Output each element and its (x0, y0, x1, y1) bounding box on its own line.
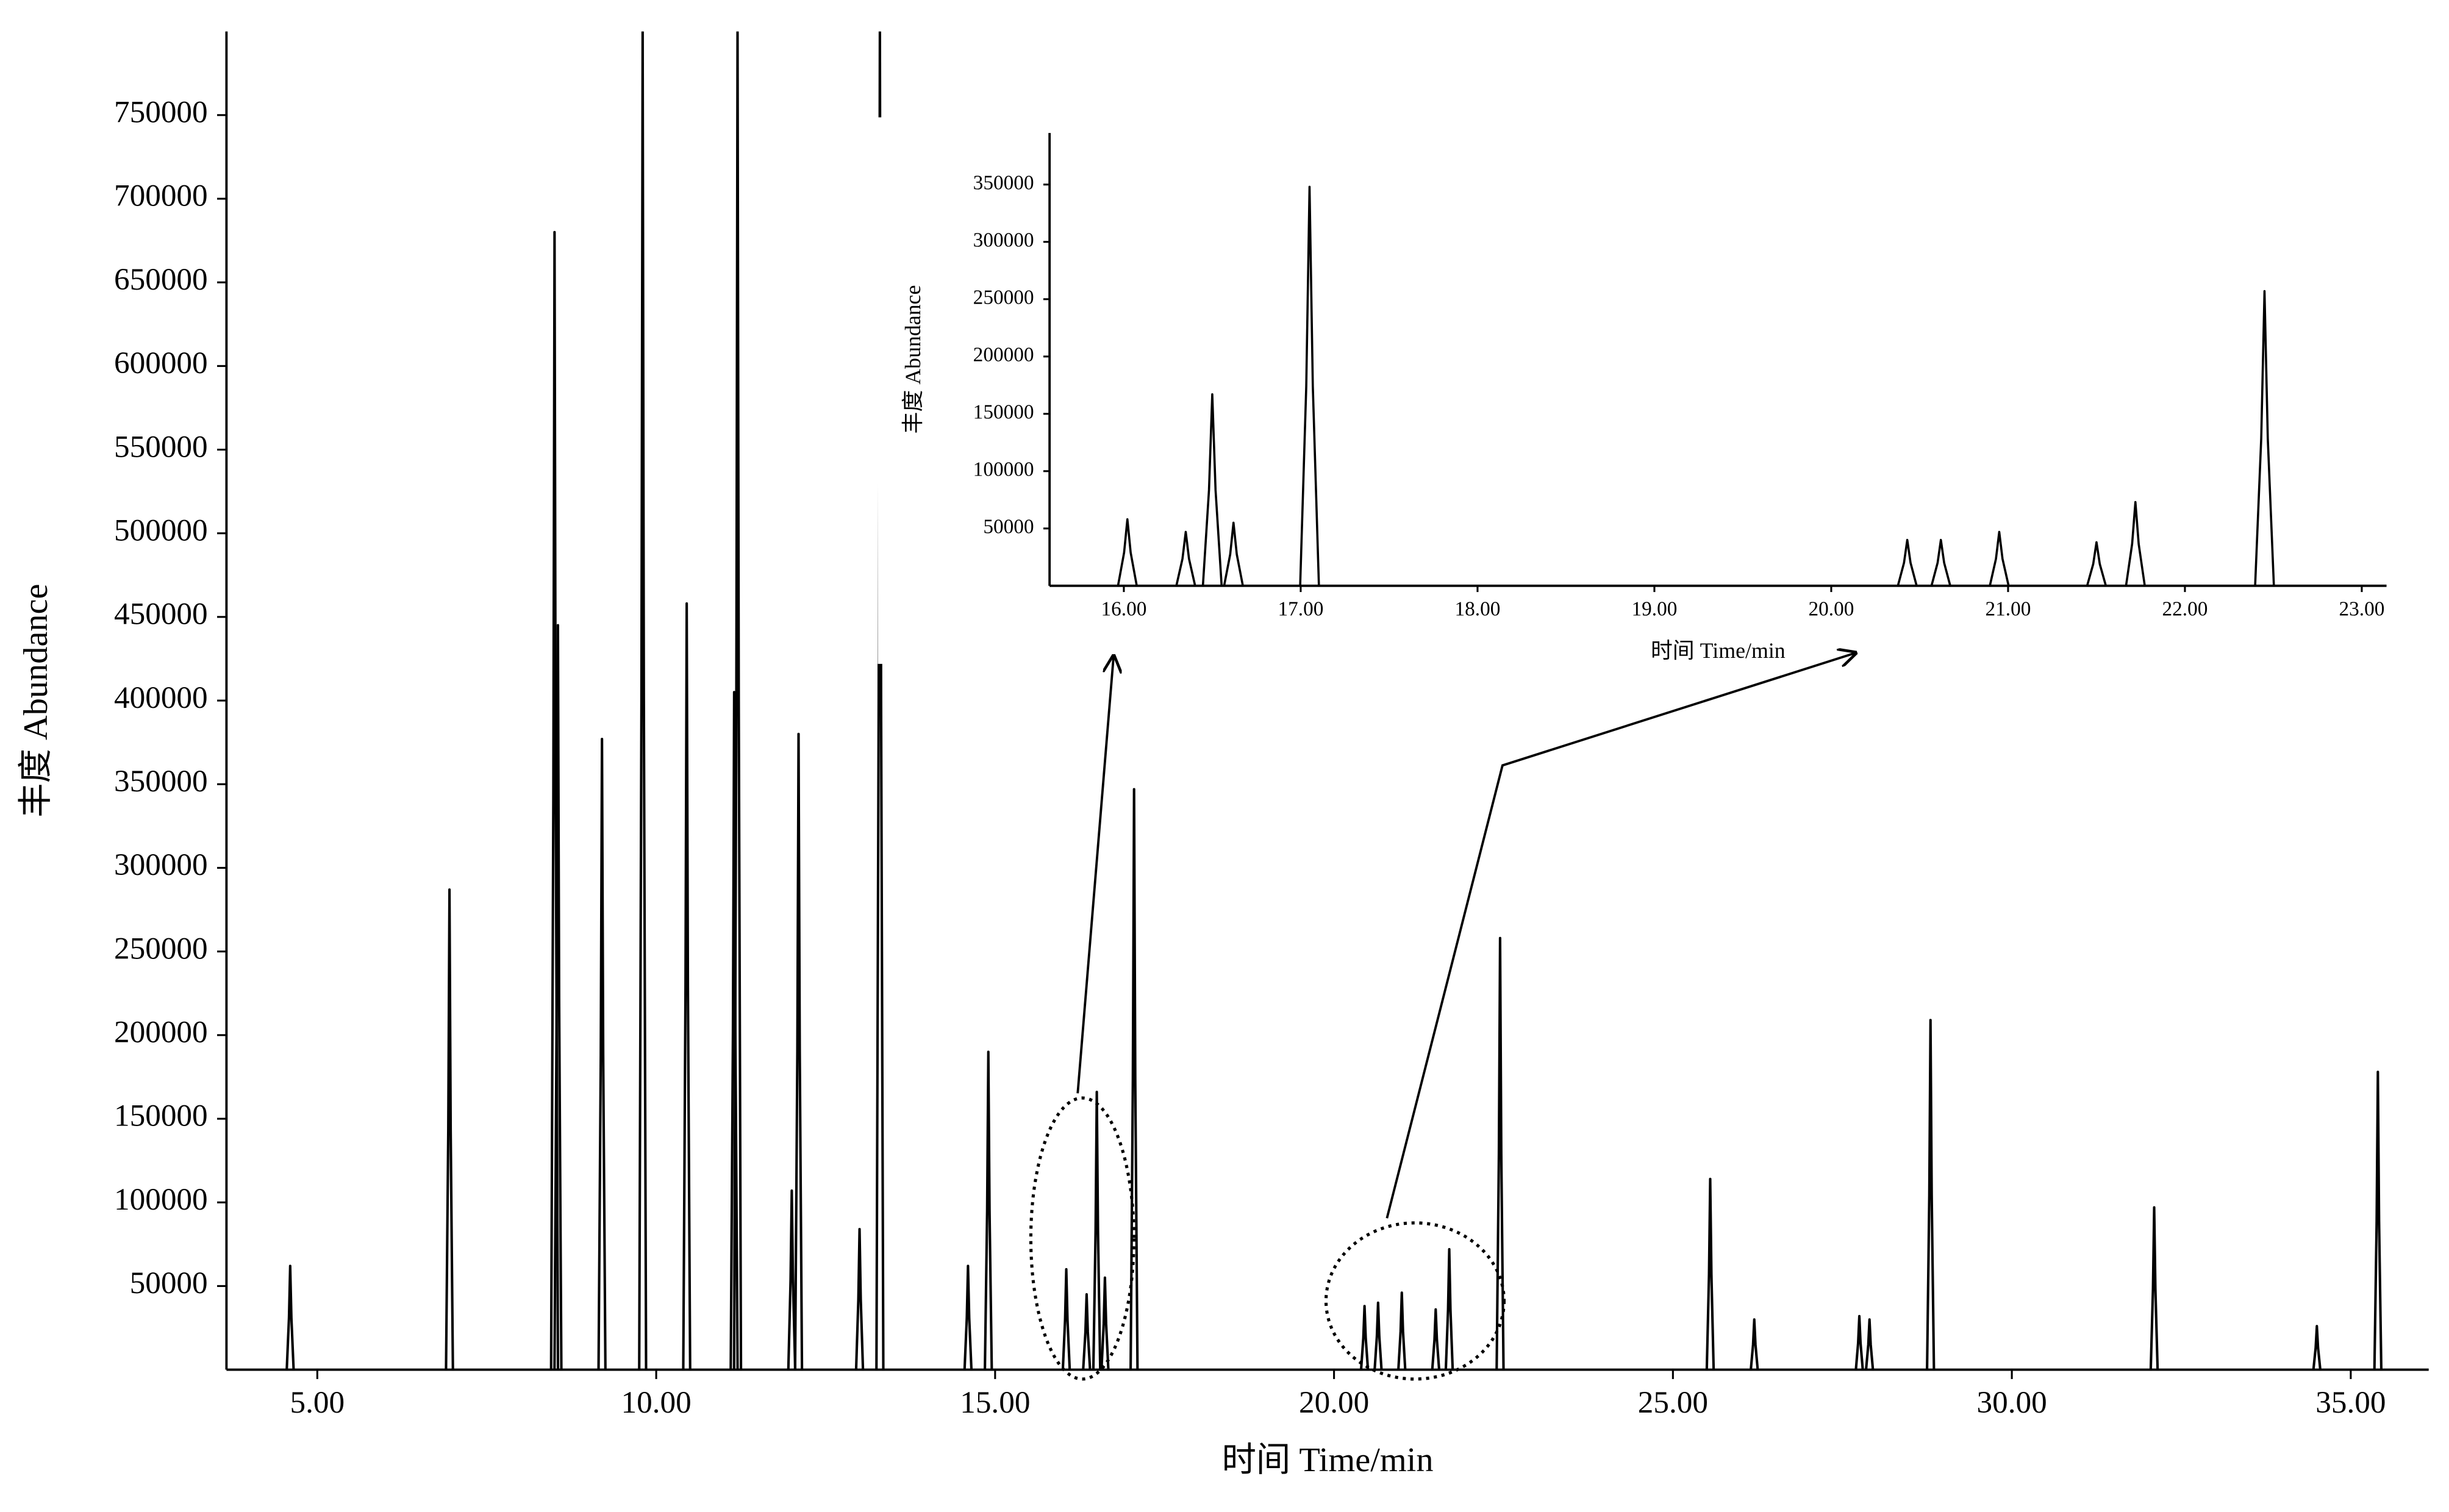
y-tick-label: 650000 (114, 262, 208, 297)
peak (1201, 393, 1223, 586)
peaks (1117, 185, 2275, 586)
y-tick-label: 400000 (114, 680, 208, 715)
peak (2254, 290, 2275, 586)
peak (1092, 1091, 1102, 1370)
y-tick-label: 550000 (114, 429, 208, 464)
peak (2312, 1325, 2322, 1370)
peak (1854, 1314, 1864, 1370)
y-tick-label: 100000 (973, 458, 1034, 480)
y-tick-label: 750000 (114, 95, 208, 130)
peak (2373, 1071, 2383, 1370)
peak (285, 1264, 295, 1370)
y-tick-label: 50000 (130, 1266, 208, 1300)
y-axis-title: 丰度 Abundance (17, 583, 55, 817)
x-tick-label: 22.00 (2162, 597, 2208, 620)
peak (963, 1264, 973, 1370)
y-tick-label: 600000 (114, 346, 208, 380)
peak (854, 1228, 865, 1370)
peak (1175, 530, 1196, 586)
y-tick-label: 450000 (114, 597, 208, 632)
peak (1865, 1318, 1875, 1370)
peak (1359, 1305, 1370, 1370)
y-tick-label: 200000 (973, 343, 1034, 366)
x-tick-label: 35.00 (2315, 1385, 2386, 1420)
peak (1082, 1293, 1092, 1370)
highlight-ellipse (1029, 1096, 1136, 1381)
arrow (1076, 656, 1114, 1094)
peak (2125, 501, 2146, 586)
peak (1397, 1291, 1407, 1370)
peak (1495, 936, 1505, 1370)
peak (793, 732, 804, 1370)
y-tick-label: 300000 (114, 847, 208, 882)
peak (875, 31, 885, 1370)
peak (984, 1050, 993, 1370)
arrow (1385, 653, 1855, 1219)
x-tick-label: 10.00 (621, 1385, 691, 1420)
y-tick-label: 250000 (973, 286, 1034, 308)
annotations (1029, 653, 1855, 1381)
peak (1750, 1318, 1759, 1370)
peak (732, 31, 743, 1370)
x-tick-label: 17.00 (1278, 597, 1323, 620)
peak (553, 624, 563, 1370)
peak (2149, 1206, 2159, 1370)
y-tick-label: 100000 (114, 1182, 208, 1217)
peak (1117, 518, 1138, 586)
peak (1989, 530, 2010, 586)
main-chart: 50000 100000 150000 200000 250000 300000 35000… (17, 31, 2429, 1479)
peak (638, 31, 648, 1370)
x-tick-label: 25.00 (1638, 1385, 1708, 1420)
peak (787, 1189, 797, 1370)
peaks (285, 31, 2383, 1370)
y-tick-label: 250000 (114, 931, 208, 966)
peak (1299, 185, 1320, 586)
x-tick-label: 19.00 (1632, 597, 1678, 620)
peak (1129, 788, 1139, 1370)
y-tick-label: 300000 (973, 229, 1034, 251)
peak (445, 888, 454, 1370)
y-tick-label: 50000 (983, 515, 1034, 538)
inset-background (878, 117, 2410, 664)
y-tick-label: 200000 (114, 1015, 208, 1050)
peak (1373, 1301, 1383, 1370)
y-tick-label: 350000 (114, 764, 208, 799)
peak (1223, 521, 1244, 586)
peak (682, 602, 692, 1370)
y-axis-title: 丰度 Abundance (901, 285, 925, 434)
y-tick-label: 150000 (973, 401, 1034, 423)
peak (1061, 1268, 1071, 1370)
peak (1431, 1308, 1441, 1370)
x-axis-title: 时间 Time/min (1222, 1441, 1434, 1479)
x-tick-label: 18.00 (1455, 597, 1501, 620)
peak (597, 738, 607, 1370)
x-tick-label: 23.00 (2339, 597, 2385, 620)
highlight-ellipse (1324, 1221, 1506, 1381)
x-tick-label: 16.00 (1101, 597, 1146, 620)
x-tick-label: 20.00 (1299, 1385, 1369, 1420)
x-tick-label: 20.00 (1809, 597, 1854, 620)
x-tick-label: 5.00 (290, 1385, 345, 1420)
x-tick-label: 30.00 (1976, 1385, 2047, 1420)
y-tick-label: 500000 (114, 513, 208, 547)
y-tick-label: 350000 (973, 171, 1034, 194)
x-tick-label: 15.00 (960, 1385, 1030, 1420)
x-axis-title: 时间 Time/min (1651, 638, 1786, 663)
peak (1930, 538, 1951, 586)
peak (1705, 1177, 1715, 1370)
y-tick-label: 700000 (114, 179, 208, 213)
y-tick-label: 150000 (114, 1099, 208, 1133)
peak (2086, 541, 2108, 586)
peak (1897, 538, 1918, 586)
inset-chart: 50000 100000 150000 200000 250000 300000 35000… (878, 117, 2410, 664)
peak (1444, 1247, 1454, 1370)
peak (1926, 1019, 1936, 1370)
peak (1100, 1276, 1110, 1370)
x-tick-label: 21.00 (1986, 597, 2031, 620)
